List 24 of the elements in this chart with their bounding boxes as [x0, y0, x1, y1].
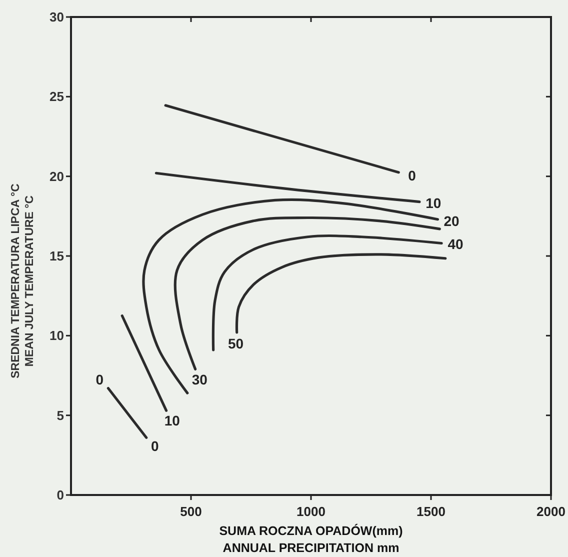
annotation: 0 [96, 371, 104, 388]
annotation: 0 [408, 167, 416, 184]
line-series [235, 253, 447, 334]
annotation: 20 [444, 213, 460, 230]
annotation: 10 [164, 412, 180, 428]
annotation: 30 [192, 371, 208, 388]
y-tick-label: 15 [50, 248, 64, 264]
y-tick-label: 25 [50, 89, 64, 104]
y-tick-label: 20 [50, 168, 64, 184]
y-tick-label: 5 [56, 408, 64, 423]
annotation: 0 [151, 438, 160, 454]
annotation: 50 [228, 335, 244, 352]
line-series [142, 198, 440, 394]
y-tick-label: 10 [50, 328, 64, 344]
annotation: 40 [448, 236, 464, 252]
x-tick-label: 1000 [296, 504, 326, 519]
y-tick-label: 0 [56, 488, 64, 503]
annotation: 10 [426, 194, 442, 211]
x-tick-label: 2000 [536, 504, 566, 519]
y-tick-label: 30 [50, 10, 64, 25]
y-axis-title: SREDNIA TEMPERATURA LIPCA °C MEAN JULY TEMPERATURE °C [10, 184, 36, 378]
x-tick-label: 500 [180, 504, 202, 519]
x-axis-title: SUMA ROCZNA OPADÓW(mm) ANNUAL PRECIPITATION mm [219, 523, 403, 555]
x-tick-label: 1500 [416, 504, 446, 519]
